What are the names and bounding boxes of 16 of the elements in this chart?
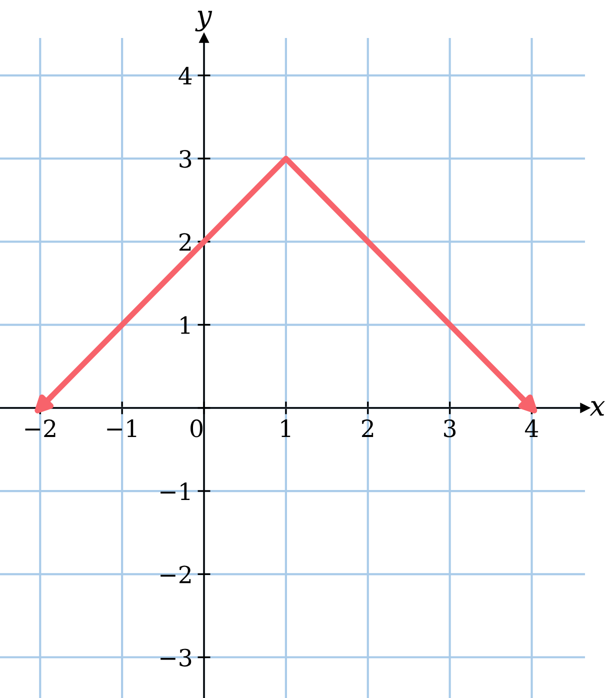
- y-tick-label: 3: [180, 150, 192, 168]
- y-axis-title: y: [195, 10, 212, 32]
- x-tick-label: 3: [444, 419, 456, 438]
- y-tick-label: −1: [160, 482, 190, 500]
- x-tick-label: 1: [281, 419, 290, 437]
- x-tick-label: 4: [524, 419, 538, 437]
- x-tick-label: 2: [362, 419, 374, 437]
- x-tick-label: −1: [107, 419, 136, 437]
- x-tick-label: −2: [25, 419, 56, 437]
- y-tick-label: 1: [180, 316, 190, 334]
- y-tick-label: −2: [160, 566, 191, 584]
- y-tick-label: 2: [179, 233, 191, 251]
- y-tick-label: −3: [160, 648, 192, 667]
- y-tick-label: 4: [178, 66, 192, 84]
- x-axis-title: x: [590, 401, 605, 416]
- x-tick-label: 0: [190, 419, 202, 438]
